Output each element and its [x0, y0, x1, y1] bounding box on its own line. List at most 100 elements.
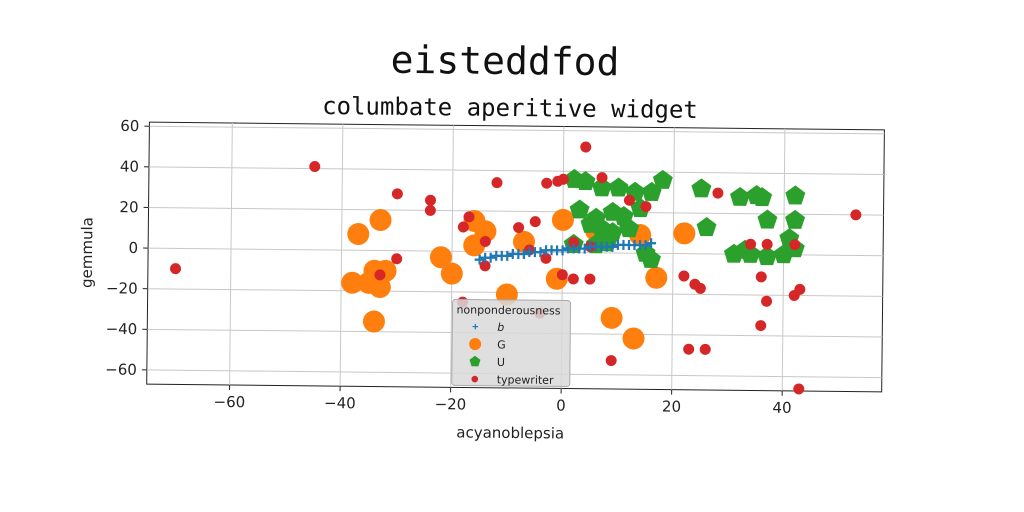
point-typewriter [699, 343, 711, 355]
x-tick-label: 0 [556, 396, 566, 414]
legend-title: nonponderousness [456, 303, 560, 317]
point-typewriter [556, 269, 568, 281]
point-U [773, 244, 794, 264]
point-U [752, 187, 773, 207]
point-typewriter [479, 235, 491, 247]
point-b [502, 250, 513, 261]
y-tick-label: −20 [106, 279, 138, 297]
point-U [757, 209, 778, 229]
point-b [607, 241, 618, 252]
point-b [557, 245, 568, 256]
point-typewriter [529, 216, 541, 228]
point-typewriter [479, 260, 491, 272]
point-typewriter [309, 161, 321, 173]
point-U [640, 248, 661, 268]
grid-line-y [148, 166, 884, 176]
legend-label-U: U [497, 356, 505, 369]
grid-line-x [671, 127, 675, 390]
point-b [485, 252, 496, 263]
y-tick-label: −40 [106, 320, 138, 338]
point-typewriter [605, 355, 617, 367]
point-typewriter [424, 204, 436, 216]
point-typewriter [694, 282, 706, 294]
point-typewriter [580, 141, 592, 153]
point-U [691, 178, 712, 198]
y-axis-label: gemmula [78, 217, 97, 288]
x-tick-label: 40 [772, 399, 791, 417]
point-typewriter [424, 194, 436, 206]
legend-marker-b [472, 323, 479, 330]
point-U [592, 177, 612, 197]
point-b [518, 249, 529, 260]
point-G [474, 220, 497, 243]
point-typewriter [640, 201, 652, 213]
grid-line-y [148, 206, 884, 216]
point-G [369, 209, 392, 232]
y-tick-label: 20 [119, 198, 138, 216]
point-typewriter [491, 177, 503, 189]
legend-marker-typewriter [471, 375, 479, 383]
point-G [622, 327, 645, 350]
point-U [785, 185, 806, 205]
y-tick-label: 0 [128, 239, 138, 257]
point-typewriter [552, 175, 564, 187]
point-typewriter [374, 269, 386, 281]
point-typewriter [850, 209, 862, 221]
point-U [619, 218, 640, 238]
point-typewriter [170, 263, 182, 275]
point-typewriter [513, 222, 525, 234]
point-G [645, 266, 668, 289]
x-axis-label: acyanoblepsia [456, 423, 564, 442]
grid-line-x [450, 125, 454, 388]
point-typewriter [712, 187, 724, 199]
point-typewriter [541, 177, 553, 189]
point-G [600, 306, 623, 329]
point-b [579, 243, 590, 254]
y-tick-label: −60 [105, 360, 137, 378]
point-typewriter [789, 239, 801, 251]
point-U [757, 246, 778, 266]
point-G [673, 222, 696, 245]
point-G [551, 208, 574, 231]
point-typewriter [623, 194, 635, 206]
point-typewriter [683, 343, 695, 355]
legend-label-b: b [497, 321, 504, 334]
point-typewriter [391, 188, 403, 200]
grid-line-x [339, 124, 344, 387]
grid-line-x [229, 123, 233, 386]
point-U [652, 169, 673, 189]
ticks: −60 −40 −20 0 20 40 −60 −40 −20 0 20 40 60 [105, 117, 792, 417]
legend-label-typewriter: typewriter [497, 373, 554, 387]
point-typewriter [463, 211, 475, 223]
point-U [608, 177, 629, 197]
chart-title: eisteddfod [390, 38, 619, 84]
point-typewriter [457, 221, 469, 233]
point-G [362, 310, 385, 333]
point-typewriter [391, 253, 403, 265]
point-typewriter [755, 271, 767, 283]
legend-label-G: G [497, 338, 506, 351]
point-G [440, 262, 463, 285]
point-typewriter [745, 238, 757, 250]
point-b [646, 238, 657, 249]
point-typewriter [794, 283, 806, 295]
chart-subtitle: columbate aperitive widget [322, 92, 698, 124]
x-tick-label: −40 [324, 394, 356, 412]
point-typewriter [761, 295, 773, 307]
point-U [575, 171, 596, 191]
point-typewriter [540, 252, 552, 264]
point-U [785, 209, 806, 229]
point-typewriter [568, 236, 580, 248]
point-U [730, 186, 751, 206]
point-typewriter [755, 320, 767, 332]
point-typewriter [567, 273, 579, 285]
data-marks [170, 141, 862, 395]
point-b [640, 240, 651, 251]
grid-line-y [149, 125, 885, 135]
point-U [696, 217, 717, 237]
point-U [569, 199, 590, 219]
x-tick-label: −20 [435, 395, 467, 413]
